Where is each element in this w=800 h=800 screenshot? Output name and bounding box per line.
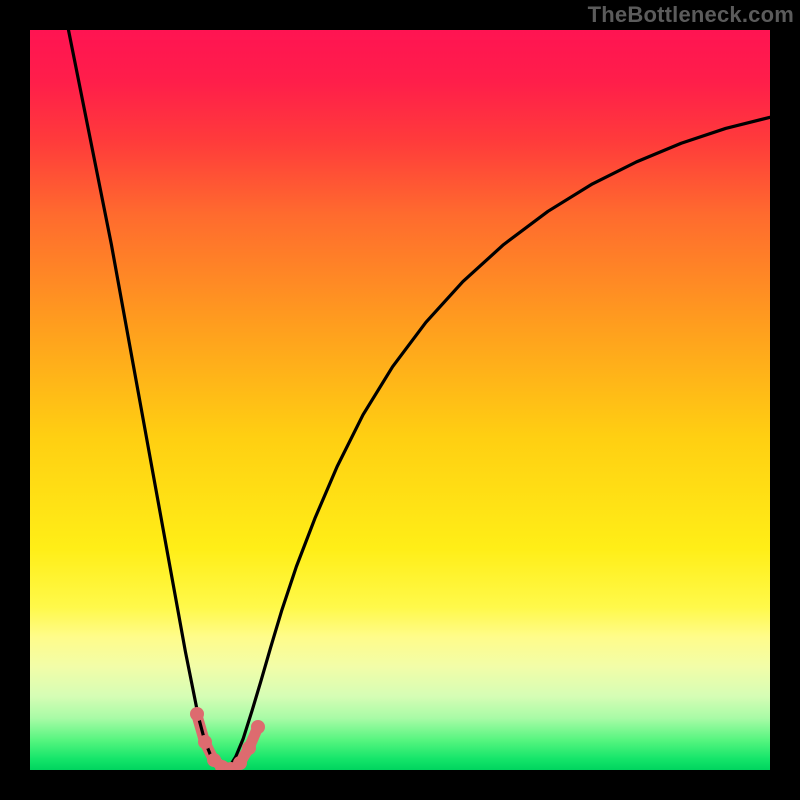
marker-cluster	[30, 30, 770, 770]
watermark-text: TheBottleneck.com	[588, 2, 794, 28]
marker-dot	[190, 707, 204, 721]
stage: { "canvas": { "width": 800, "height": 80…	[0, 0, 800, 800]
marker-dot	[242, 741, 256, 755]
marker-dot	[251, 720, 265, 734]
marker-dot	[198, 735, 212, 749]
marker-dot	[233, 756, 247, 770]
plot-area	[30, 30, 770, 770]
